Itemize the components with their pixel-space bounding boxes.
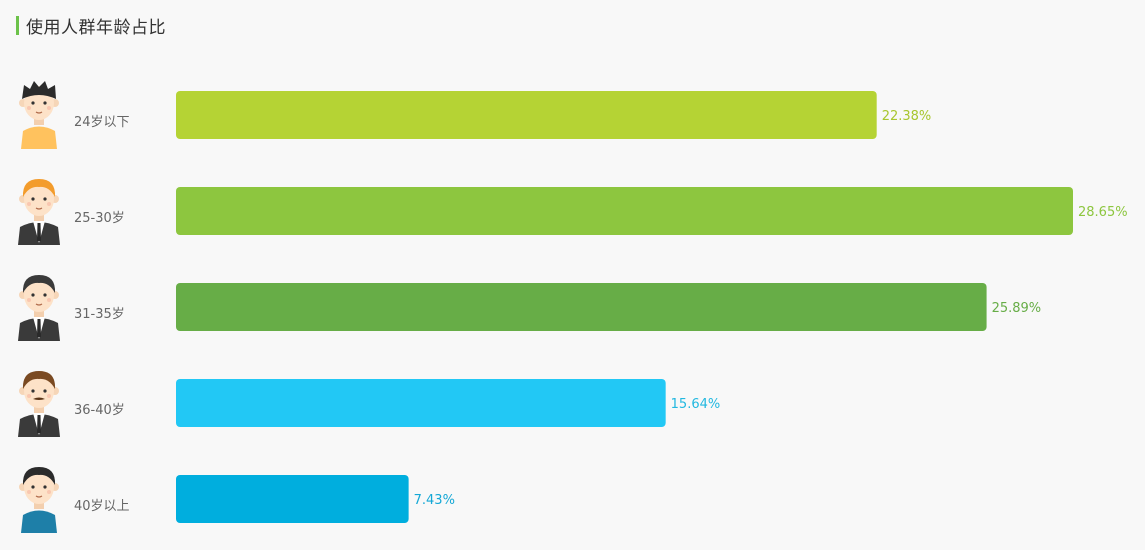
- bar-1: [176, 91, 877, 139]
- value-label: 7.43%: [414, 493, 455, 508]
- category-label: 36-40岁: [74, 403, 125, 418]
- bar-2: [176, 187, 1073, 235]
- title-accent-bar: [16, 15, 19, 35]
- value-label: 28.65%: [1078, 205, 1128, 220]
- young-boy-avatar-icon: [19, 81, 59, 149]
- older-man-avatar-icon: [19, 467, 59, 533]
- chart-title: 使用人群年龄占比: [26, 17, 166, 38]
- bar-4: [176, 379, 666, 427]
- value-label: 22.38%: [882, 109, 932, 124]
- bar-5: [176, 475, 409, 523]
- value-label: 25.89%: [992, 301, 1042, 316]
- category-label: 24岁以下: [74, 115, 130, 130]
- orange-hair-man-avatar-icon: [18, 179, 60, 245]
- category-label: 25-30岁: [74, 211, 125, 226]
- category-label: 31-35岁: [74, 307, 125, 322]
- mustache-man-avatar-icon: [18, 371, 60, 437]
- businessman-avatar-icon: [18, 275, 60, 341]
- chart-title-wrap: 使用人群年龄占比: [16, 14, 166, 38]
- value-label: 15.64%: [671, 397, 721, 412]
- category-label: 40岁以上: [74, 499, 130, 514]
- bar-3: [176, 283, 987, 331]
